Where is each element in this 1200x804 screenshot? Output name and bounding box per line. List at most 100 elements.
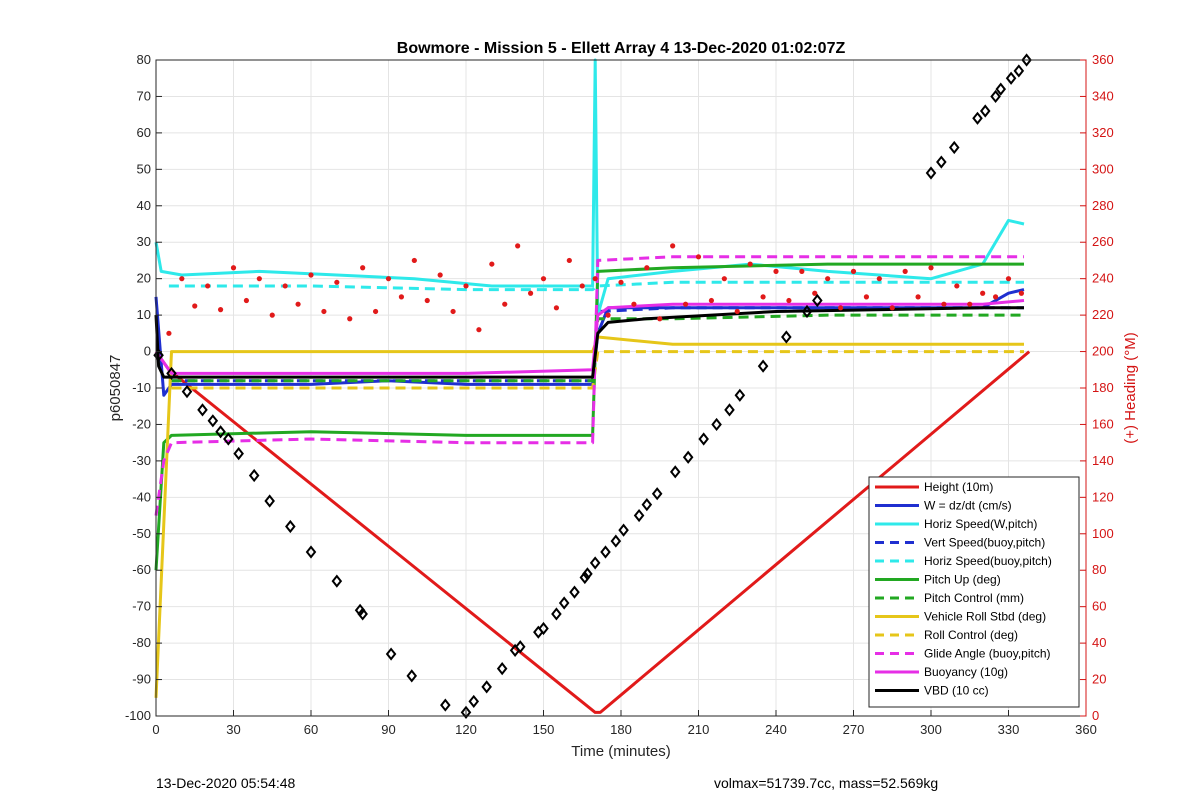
y-tick-label: 80: [137, 52, 151, 67]
legend-label: Roll Control (deg): [924, 628, 1018, 642]
depth-marker: [698, 432, 709, 446]
legend-label: Pitch Control (mm): [924, 591, 1024, 605]
y-tick-label: -80: [132, 635, 151, 650]
y2-tick-label: 300: [1092, 161, 1114, 176]
heading-point: [308, 272, 314, 278]
heading-point: [1005, 276, 1012, 282]
x-tick-label: 270: [843, 722, 865, 737]
heading-point: [837, 305, 844, 311]
depth-marker: [233, 446, 244, 461]
depth-marker: [972, 111, 983, 125]
legend-label: W = dz/dt (cm/s): [924, 499, 1012, 513]
depth-marker: [223, 432, 234, 446]
x-tick-label: 360: [1075, 722, 1097, 737]
x-axis: 0 30 60 90 120 150 180 210 240 270 300 330 360: [152, 710, 1097, 737]
heading-point: [282, 283, 288, 289]
legend-label: Horiz Speed(buoy,pitch): [924, 554, 1052, 568]
y-tick-label: 0: [144, 344, 151, 359]
x-tick-label: 90: [381, 722, 395, 737]
heading-point: [205, 283, 211, 289]
y2-tick-label: 20: [1092, 672, 1106, 687]
depth-marker: [979, 104, 991, 118]
depth-marker: [610, 534, 622, 548]
depth-marker: [781, 330, 792, 344]
heading-point: [992, 294, 999, 300]
y-tick-label: -20: [132, 416, 151, 431]
heading-point: [269, 312, 275, 318]
depth-marker: [207, 414, 219, 428]
y2-tick-label: 40: [1092, 635, 1106, 650]
x-tick-label: 330: [998, 722, 1020, 737]
x-tick-label: 150: [533, 722, 555, 737]
heading-point: [695, 254, 702, 260]
y-tick-label: 70: [137, 88, 151, 103]
y2-tick-label: 280: [1092, 198, 1114, 213]
y-tick-label: -50: [132, 526, 151, 541]
legend-label: Vert Speed(buoy,pitch): [924, 536, 1045, 550]
heading-point: [747, 261, 753, 267]
y-tick-label: 30: [137, 234, 151, 249]
heading-point: [889, 305, 895, 311]
heading-point: [256, 276, 262, 282]
chart-title: Bowmore - Mission 5 - Ellett Array 4 13-…: [397, 40, 846, 57]
x-tick-label: 300: [920, 722, 942, 737]
depth-marker: [558, 596, 570, 610]
depth-marker: [936, 155, 947, 169]
depth-marker: [1005, 71, 1017, 85]
heading-point: [773, 268, 779, 274]
heading-point: [166, 330, 172, 336]
y2-tick-label: 0: [1092, 708, 1099, 723]
heading-point: [398, 294, 405, 300]
x-tick-label: 60: [304, 722, 318, 737]
y-tick-label: -100: [125, 708, 151, 723]
depth-marker: [948, 140, 960, 155]
depth-marker: [618, 523, 629, 537]
heading-point: [825, 276, 831, 282]
y-tick-label: 20: [137, 271, 151, 286]
x-axis-label: Time (minutes): [571, 743, 670, 760]
depth-marker: [285, 519, 296, 534]
depth-marker: [651, 487, 663, 501]
heading-point: [850, 268, 857, 274]
heading-point: [527, 290, 534, 296]
depth-marker: [385, 647, 397, 661]
depth-marker: [197, 403, 208, 417]
depth-marker: [331, 574, 343, 588]
heading-point: [437, 272, 443, 278]
heading-point: [708, 297, 715, 304]
heading-point: [295, 301, 301, 307]
y-tick-label: 40: [137, 198, 151, 213]
y2-tick-label: 360: [1092, 52, 1114, 67]
y-tick-label: -90: [132, 672, 151, 687]
depth-marker: [724, 403, 735, 417]
y-tick-label: 50: [137, 161, 151, 176]
depth-marker: [538, 621, 549, 636]
y-tick-label: -70: [132, 599, 151, 614]
depth-marker: [633, 508, 645, 523]
y2-tick-label: 180: [1092, 380, 1114, 395]
y2-tick-label: 160: [1092, 416, 1114, 431]
depth-marker: [1013, 64, 1025, 78]
depth-marker: [734, 388, 746, 402]
y-axis-right: 3603403203002802602402202001801601401201…: [1080, 52, 1114, 723]
y2-tick-label: 240: [1092, 271, 1114, 286]
legend-label: Pitch Up (deg): [924, 573, 1001, 587]
heading-point: [450, 308, 456, 315]
depth-marker: [582, 567, 593, 581]
heading-point: [799, 268, 805, 274]
depth-marker: [757, 359, 769, 373]
legend-label: Horiz Speed(W,pitch): [924, 517, 1037, 531]
legend: Height (10m) W = dz/dt (cm/s) Horiz Speed(…: [868, 476, 1080, 708]
heading-point: [721, 276, 727, 282]
y2-tick-label: 260: [1092, 234, 1114, 249]
heading-point: [321, 308, 327, 315]
heading-point: [967, 301, 973, 307]
depth-marker: [589, 556, 601, 570]
heading-point: [670, 243, 676, 249]
heading-point: [334, 279, 340, 285]
series-line-3: [168, 306, 1024, 383]
depth-marker: [569, 585, 580, 599]
heading-point: [385, 276, 392, 282]
depth-marker: [215, 425, 226, 439]
heading-point: [941, 301, 947, 307]
